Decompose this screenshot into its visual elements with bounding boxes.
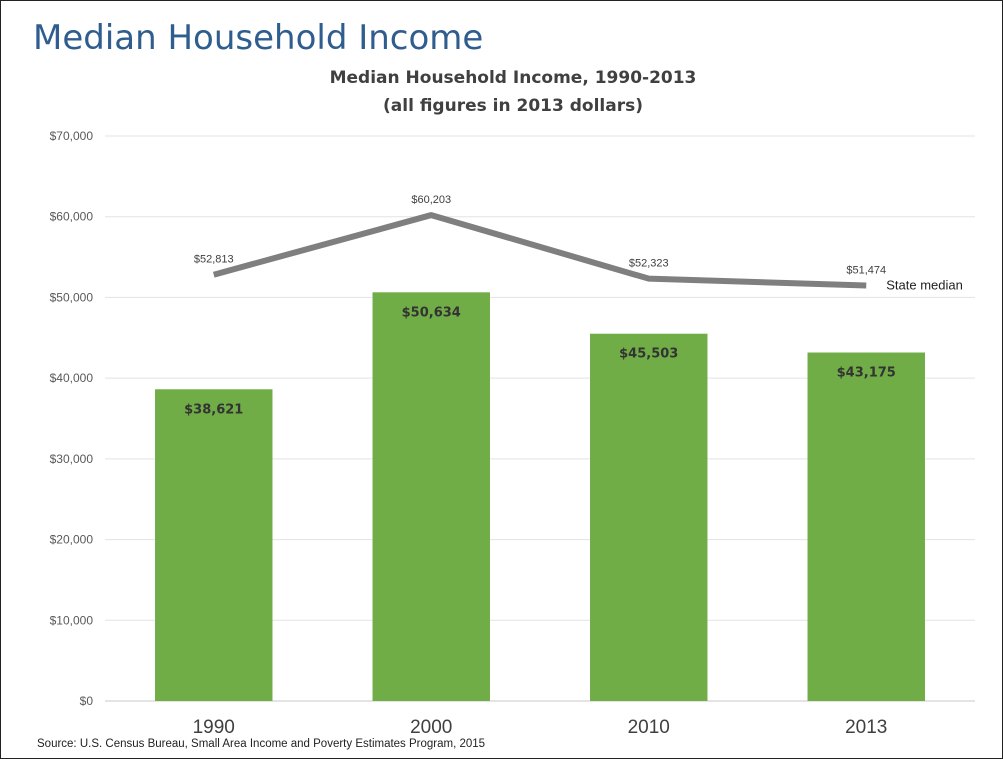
chart-subtitle: (all figures in 2013 dollars) [383,96,643,116]
bar-data-label: $45,503 [619,347,678,362]
bar-series: $38,621 $50,634 $45,503 $43,175 [155,292,925,701]
y-tick-label: $10,000 [50,613,94,627]
line-data-label: $52,323 [629,258,669,270]
source-note: Source: U.S. Census Bureau, Small Area I… [37,738,486,750]
y-tick-label: $70,000 [50,129,94,143]
y-tick-label: $0 [80,694,94,708]
line-series-name: State median [886,278,963,293]
x-tick-label: 2000 [410,717,452,738]
bar [155,389,273,701]
y-axis: $0 $10,000 $20,000 $30,000 $40,000 $50,000 $60… [50,129,94,708]
bar [590,333,708,701]
y-tick-label: $40,000 [50,371,94,385]
x-axis: 1990 2000 2010 2013 [193,717,888,738]
x-tick-label: 1990 [193,717,235,738]
y-tick-label: $50,000 [50,290,94,304]
x-tick-label: 2010 [628,717,670,738]
y-tick-label: $20,000 [50,533,94,547]
bar-data-label: $50,634 [402,305,461,320]
state-median-line [212,212,867,289]
bar-data-label: $38,621 [184,402,243,417]
line-data-label: $60,203 [411,194,451,206]
x-tick-label: 2013 [845,717,887,738]
page-title: Median Household Income [33,18,484,58]
line-data-label: $51,474 [846,265,886,277]
line-data-label: $52,813 [194,254,234,266]
y-tick-label: $60,000 [50,210,94,224]
bar-data-label: $43,175 [837,366,896,381]
bar [807,352,925,701]
y-tick-label: $30,000 [50,452,94,466]
chart-title: Median Household Income, 1990-2013 [330,68,697,88]
bar [372,292,490,701]
